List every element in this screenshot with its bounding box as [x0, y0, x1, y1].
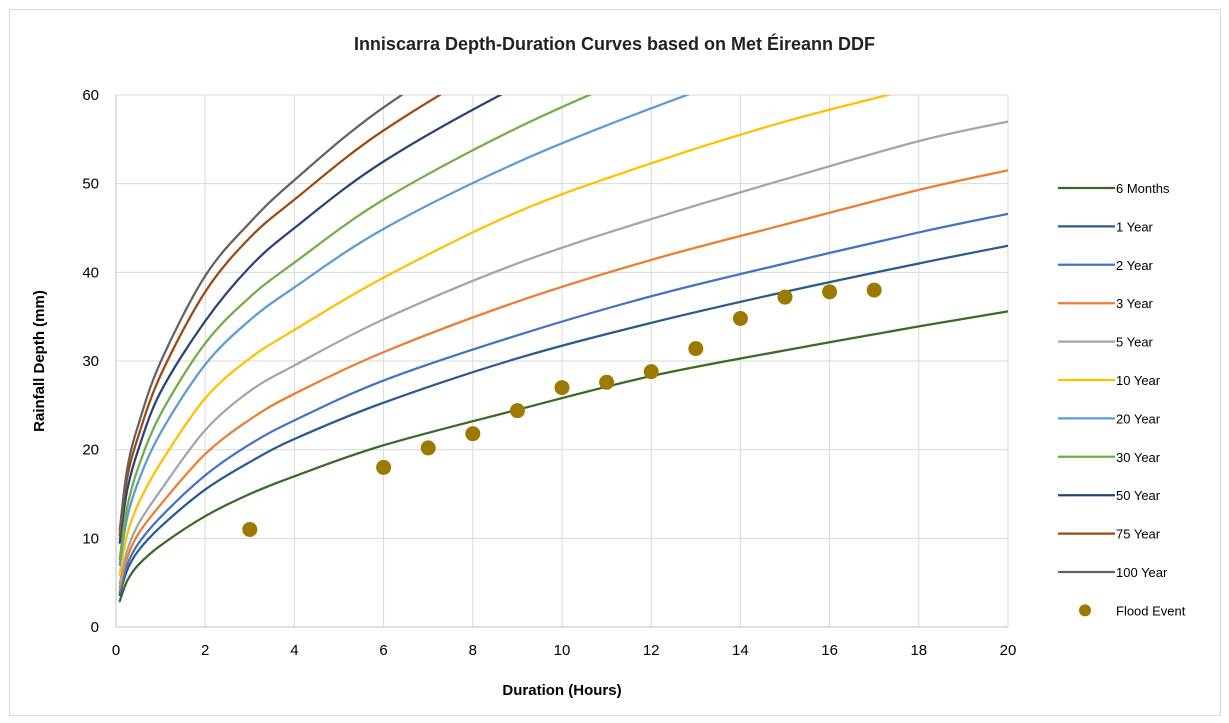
legend-label: 5 Year [1116, 335, 1154, 350]
legend-item: 1 Year [1058, 219, 1154, 234]
legend-label: 20 Year [1116, 411, 1161, 426]
series-line-75-year [118, 95, 443, 537]
x-tick-label: 16 [821, 642, 838, 659]
flood-event-point [643, 364, 659, 380]
y-tick-label: 60 [82, 87, 99, 104]
y-tick-label: 20 [82, 442, 99, 459]
series-line-30-year [118, 95, 593, 560]
flood-event-point [822, 284, 838, 300]
series-line-50-year [118, 95, 503, 544]
legend: 6 Months 1 Year 2 Year 3 Year 5 Year 10 Year 2… [1058, 181, 1186, 618]
flood-event-point [242, 521, 258, 537]
series-line-1-year [118, 244, 1008, 597]
x-tick-label: 0 [112, 642, 120, 659]
series-line-3-year [118, 169, 1008, 590]
legend-item: 10 Year [1058, 373, 1161, 388]
flood-event-point [599, 374, 615, 390]
legend-item: 75 Year [1058, 527, 1161, 542]
series-line-20-year [118, 95, 691, 567]
x-tick-label: 10 [554, 642, 571, 659]
x-tick-label: 12 [643, 642, 660, 659]
legend-item: Flood Event [1079, 603, 1186, 618]
flood-event-point [465, 426, 481, 442]
legend-item: 5 Year [1058, 335, 1154, 350]
chart-frame [9, 9, 1221, 716]
legend-label: 2 Year [1116, 258, 1154, 273]
series-line-2-year [118, 212, 1008, 594]
x-tick-label: 18 [910, 642, 927, 659]
legend-label: 6 Months [1116, 181, 1170, 196]
legend-label: Flood Event [1116, 603, 1186, 618]
series-line-6-months [118, 310, 1008, 603]
flood-event-point [777, 289, 793, 305]
legend-item: 6 Months [1058, 181, 1170, 196]
series-line-5-year [118, 120, 1008, 585]
legend-label: 1 Year [1116, 219, 1154, 234]
series-line-100-year [118, 95, 404, 532]
flood-event-point [509, 403, 525, 419]
x-tick-label: 20 [1000, 642, 1017, 659]
legend-label: 10 Year [1116, 373, 1161, 388]
axes: 0 2 4 6 8 10 12 14 16 18 20 0 10 20 30 40 50 60 [82, 87, 1016, 659]
chart-title: Inniscarra Depth-Duration Curves based o… [353, 34, 876, 54]
x-tick-label: 6 [379, 642, 387, 659]
legend-item: 3 Year [1058, 296, 1154, 311]
flood-event-points [242, 282, 882, 537]
y-tick-label: 10 [82, 530, 99, 547]
legend-label: 50 Year [1116, 488, 1161, 503]
legend-item: 30 Year [1058, 450, 1161, 465]
x-tick-label: 14 [732, 642, 749, 659]
x-tick-label: 8 [469, 642, 477, 659]
series-layer [118, 95, 1008, 603]
y-tick-label: 50 [82, 176, 99, 193]
x-axis-title: Duration (Hours) [502, 682, 621, 699]
legend-item: 100 Year [1058, 565, 1168, 580]
legend-label: 3 Year [1116, 296, 1154, 311]
y-tick-label: 30 [82, 353, 99, 370]
flood-event-point [732, 310, 748, 326]
series-line-10-year [118, 95, 893, 576]
legend-label: 75 Year [1116, 527, 1161, 542]
legend-item: 20 Year [1058, 411, 1161, 426]
y-tick-label: 0 [91, 619, 99, 636]
legend-item: 2 Year [1058, 258, 1154, 273]
flood-event-point [554, 380, 570, 396]
x-tick-label: 2 [201, 642, 209, 659]
y-tick-label: 40 [82, 264, 99, 281]
grid-lines [116, 94, 1009, 627]
y-axis-title: Rainfall Depth (mm) [31, 290, 48, 432]
flood-event-point [376, 459, 392, 475]
legend-item: 50 Year [1058, 488, 1161, 503]
flood-event-point [688, 341, 704, 357]
legend-marker [1079, 604, 1091, 617]
legend-label: 100 Year [1116, 565, 1168, 580]
x-tick-label: 4 [290, 642, 298, 659]
legend-label: 30 Year [1116, 450, 1161, 465]
flood-event-point [420, 440, 436, 456]
flood-event-point [866, 282, 882, 298]
